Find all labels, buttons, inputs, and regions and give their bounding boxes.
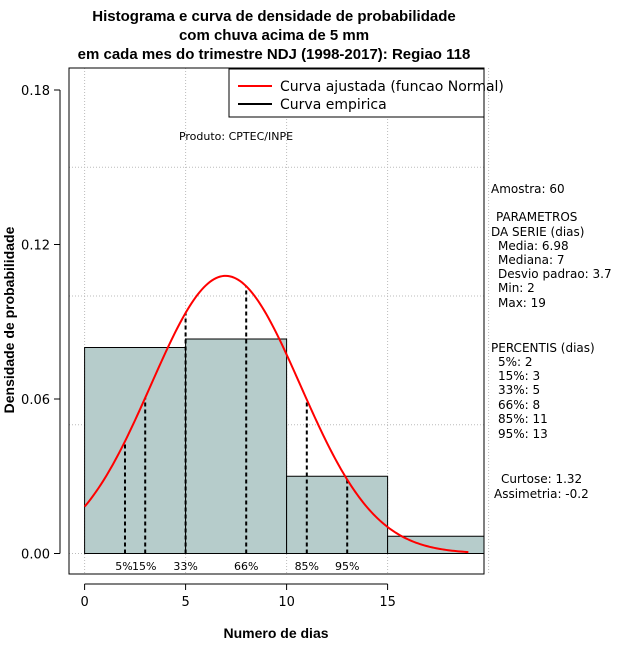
x-tick-label: 0 [80, 595, 88, 610]
x-tick-label: 15 [379, 595, 396, 610]
param-mediana: Mediana: 7 [498, 253, 565, 267]
y-tick-label: 0.06 [21, 393, 50, 408]
histogram-bar [286, 475, 389, 554]
param-desvio: Desvio padrao: 3.7 [498, 267, 612, 281]
x-tick-label: 10 [278, 595, 295, 610]
x-tick-label: 5 [181, 595, 189, 610]
histogram-bars [84, 338, 485, 554]
percentis-title: PERCENTIS (dias) [491, 341, 595, 355]
y-tick-label: 0.12 [21, 239, 50, 254]
sample-size: Amostra: 60 [491, 182, 565, 196]
y-tick-label: 0.18 [21, 84, 50, 99]
curtose: Curtose: 1.32 [501, 472, 582, 486]
histogram-bar [185, 338, 288, 554]
percentile-label: 5% [115, 560, 132, 573]
param-min: Min: 2 [498, 281, 535, 295]
percentil-15: 15%: 3 [498, 369, 540, 383]
x-axis: 0 5 10 15 [80, 583, 396, 610]
histogram-bar [387, 535, 485, 554]
chart-title-line-2: com chuva acima de 5 mm [179, 27, 369, 44]
product-annotation: Produto: CPTEC/INPE [179, 130, 293, 143]
normal-fit-curve [83, 274, 469, 554]
legend-label-fit: Curva ajustada (funcao Normal) [280, 79, 504, 95]
histogram-bar [84, 347, 187, 554]
percentil-66: 66%: 8 [498, 398, 540, 412]
assimetria: Assimetria: -0.2 [494, 487, 589, 501]
y-tick-label: 0.00 [21, 548, 50, 563]
params-title-2: DA SERIE (dias) [491, 225, 584, 239]
percentile-label: 95% [335, 560, 359, 573]
percentile-label: 66% [234, 560, 258, 573]
legend: Curva ajustada (funcao Normal) Curva emp… [228, 68, 504, 118]
plot-frame [68, 67, 485, 575]
chart-title-line-1: Histograma e curva de densidade de proba… [92, 8, 455, 25]
params-title-1: PARAMETROS [496, 210, 577, 224]
percentil-95: 95%: 13 [498, 427, 548, 441]
y-axis-label: Densidade de probabilidade [1, 226, 17, 413]
percentile-lines: 5% 15% 33% 66% 85% 95% [115, 286, 359, 573]
param-media: Media: 6.98 [498, 239, 569, 253]
percentil-33: 33%: 5 [498, 383, 540, 397]
side-panel: Amostra: 60 PARAMETROS DA SERIE (dias) M… [491, 182, 612, 501]
percentil-85: 85%: 11 [498, 412, 548, 426]
percentile-label: 33% [173, 560, 197, 573]
percentile-label: 85% [295, 560, 319, 573]
chart-title-line-3: em cada mes do trimestre NDJ (1998-2017)… [78, 46, 471, 63]
x-axis-label: Numero de dias [223, 625, 328, 641]
percentil-5: 5%: 2 [498, 355, 533, 369]
y-axis: 0.00 0.06 0.12 0.18 [21, 84, 61, 563]
percentile-label: 15% [132, 560, 156, 573]
param-max: Max: 19 [498, 296, 546, 310]
legend-label-empirical: Curva empirica [280, 97, 387, 113]
legend-box [228, 68, 485, 118]
